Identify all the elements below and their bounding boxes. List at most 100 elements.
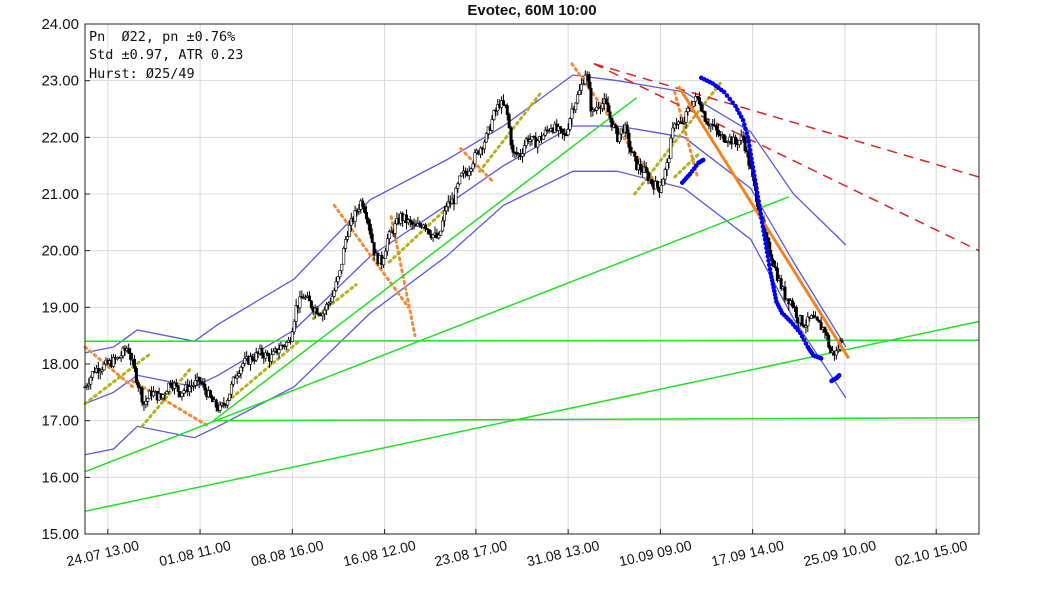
- y-tick-label: 24.00: [41, 16, 79, 33]
- x-tick-label: 17.09 14.00: [710, 537, 786, 569]
- candle-body: [89, 377, 93, 385]
- blue-projection-dot: [762, 237, 768, 242]
- candle-body: [188, 386, 192, 392]
- candle: [277, 343, 281, 359]
- blue-projection-dot: [761, 228, 766, 234]
- band-lower: [84, 170, 847, 456]
- candle-body: [463, 170, 467, 174]
- candle: [370, 228, 374, 244]
- candle-body: [541, 134, 545, 140]
- x-tick-label: 08.08 16.00: [249, 537, 325, 569]
- candle-body: [85, 385, 89, 388]
- candle: [180, 392, 184, 401]
- candle-body: [458, 175, 462, 185]
- candle: [222, 397, 226, 409]
- candle-body: [659, 184, 663, 193]
- blue-projection-dot: [768, 271, 774, 276]
- blue-projection-dot: [773, 295, 779, 301]
- candle: [503, 104, 507, 108]
- candle: [794, 305, 798, 323]
- candle: [678, 116, 682, 124]
- candle-body: [328, 301, 332, 304]
- blue-projection-dot: [770, 281, 776, 287]
- candle: [715, 123, 719, 137]
- candle-body: [222, 402, 226, 405]
- candle-body: [671, 127, 675, 139]
- candle-body: [678, 121, 682, 124]
- candle-body: [684, 111, 688, 123]
- candle: [775, 262, 779, 283]
- candle-body: [163, 393, 167, 396]
- candle: [600, 97, 604, 113]
- candle: [705, 119, 709, 125]
- candle-body: [330, 296, 334, 303]
- candle-body: [560, 128, 564, 134]
- y-tick-label: 20.00: [41, 243, 79, 260]
- candle: [144, 395, 148, 409]
- candle: [840, 337, 844, 343]
- candle-body: [635, 156, 639, 171]
- candle-body: [174, 382, 178, 386]
- blue-projection-dot: [760, 224, 766, 229]
- candle-body: [823, 327, 827, 333]
- candle-body: [304, 296, 308, 299]
- candle: [734, 134, 738, 148]
- candle: [646, 167, 650, 185]
- candle: [722, 133, 726, 143]
- y-tick-label: 19.00: [41, 299, 79, 316]
- candle: [583, 70, 587, 85]
- candle: [741, 131, 745, 143]
- candle: [581, 79, 585, 86]
- candle: [408, 215, 412, 228]
- candle: [176, 385, 180, 398]
- candle-body: [250, 356, 254, 361]
- blue-projection-dot: [747, 143, 752, 149]
- green-trendline: [84, 320, 980, 513]
- candle-body: [410, 221, 414, 225]
- candle-body: [564, 134, 568, 136]
- candle-body: [633, 152, 637, 157]
- candle: [806, 311, 810, 333]
- candle: [231, 376, 235, 387]
- candle-body: [344, 239, 348, 249]
- candle-body: [384, 250, 388, 259]
- blue-projection-dot: [769, 278, 775, 283]
- candle: [456, 181, 460, 193]
- candle: [218, 401, 222, 414]
- candle-body: [226, 400, 230, 406]
- candle-body: [443, 210, 447, 222]
- candle: [285, 340, 289, 351]
- candle-body: [294, 305, 298, 322]
- candle-body: [695, 96, 699, 98]
- candle-body: [292, 320, 296, 333]
- candle-body: [667, 158, 671, 163]
- candle: [441, 216, 445, 233]
- candle: [344, 236, 348, 253]
- x-tick-label: 16.08 12.00: [342, 537, 418, 569]
- candle: [326, 301, 330, 310]
- candle-body: [617, 133, 621, 143]
- candle: [239, 365, 243, 379]
- candle-body: [606, 102, 610, 113]
- candle: [829, 345, 833, 354]
- candle: [726, 139, 730, 148]
- candle-body: [203, 383, 207, 391]
- candle: [684, 110, 688, 129]
- candle-body: [229, 383, 233, 395]
- candle: [507, 112, 511, 129]
- candle-body: [431, 234, 435, 239]
- candle-body: [467, 170, 471, 176]
- candle-body: [353, 210, 357, 222]
- candle-body: [770, 254, 774, 261]
- candle: [467, 165, 471, 181]
- candle: [530, 136, 534, 146]
- candle: [522, 140, 526, 157]
- candle: [169, 379, 173, 388]
- candle-body: [146, 398, 150, 402]
- candle-body: [669, 137, 673, 159]
- candle-body: [342, 248, 346, 265]
- candle-body: [285, 342, 289, 347]
- candle-body: [579, 83, 583, 91]
- candle-body: [840, 340, 844, 343]
- candle-body: [703, 111, 707, 122]
